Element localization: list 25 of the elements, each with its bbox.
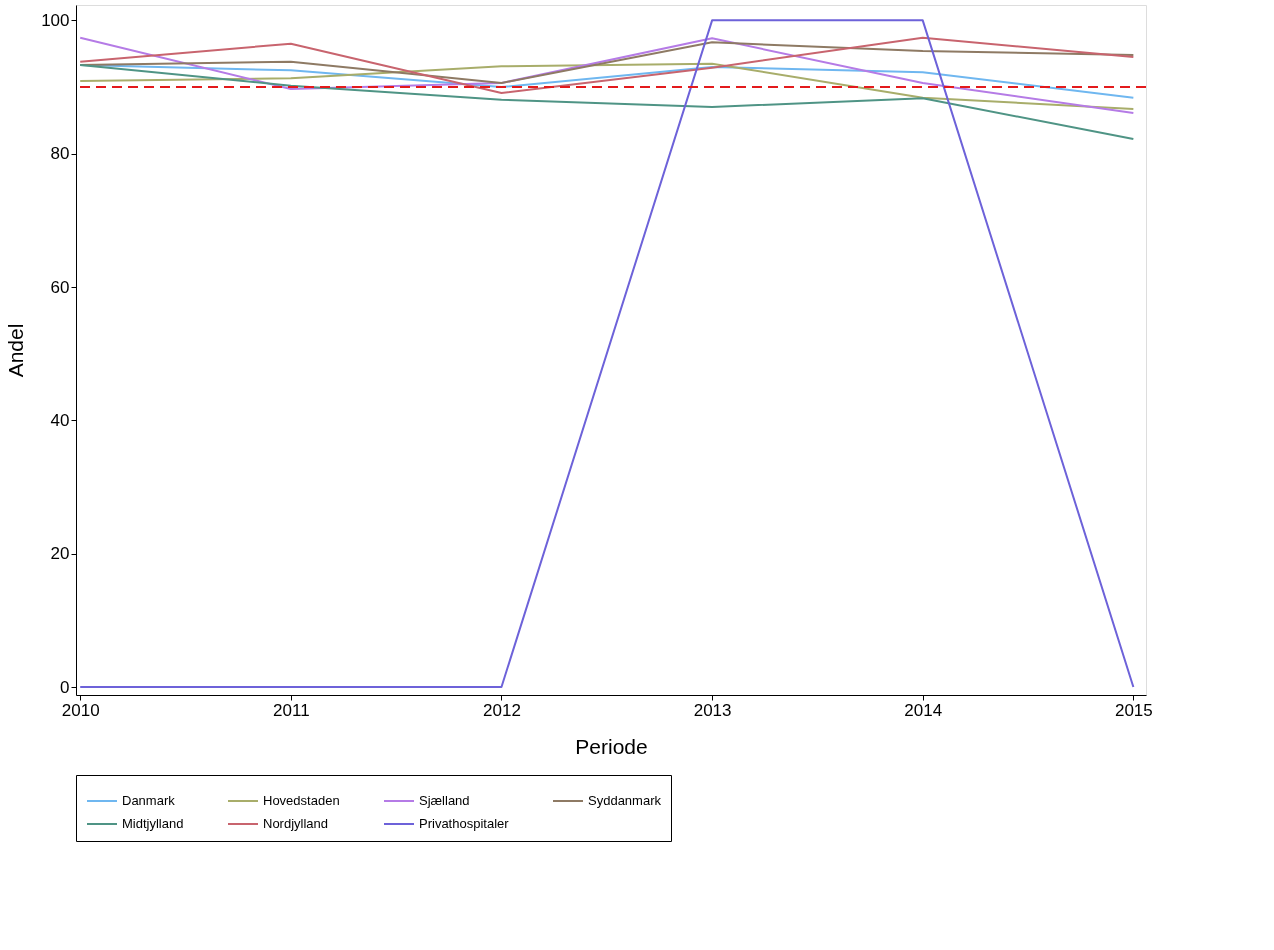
x-tick-label: 2015 xyxy=(1114,700,1153,720)
line-series xyxy=(79,64,1135,140)
y-tick-label: 0 xyxy=(60,677,70,697)
y-axis-title: Andel xyxy=(4,323,28,378)
x-tick-label: 2010 xyxy=(61,700,100,720)
y-tick-label: 20 xyxy=(50,544,70,564)
y-tick-label: 40 xyxy=(50,410,70,430)
legend-label: Nordjylland xyxy=(263,816,329,831)
legend-label: Syddanmark xyxy=(588,793,662,808)
line-series xyxy=(79,36,1135,114)
y-tick-label: 60 xyxy=(50,277,70,297)
legend-label: Danmark xyxy=(122,793,176,808)
y-tick-label: 100 xyxy=(41,10,70,30)
legend-label: Midtjylland xyxy=(122,816,184,831)
x-tick-label: 2013 xyxy=(693,700,732,720)
x-axis-title: Periode xyxy=(575,734,648,758)
x-tick-label: 2012 xyxy=(483,700,521,720)
legend-label: Privathospitaler xyxy=(419,816,510,831)
y-tick-label: 80 xyxy=(50,144,70,164)
legend-label: Hovedstaden xyxy=(263,793,340,808)
legend-label: Sjælland xyxy=(419,793,470,808)
x-tick-label: 2011 xyxy=(273,700,310,720)
x-tick-label: 2014 xyxy=(904,700,943,720)
line-series xyxy=(79,36,1135,94)
line-series xyxy=(79,62,1135,110)
